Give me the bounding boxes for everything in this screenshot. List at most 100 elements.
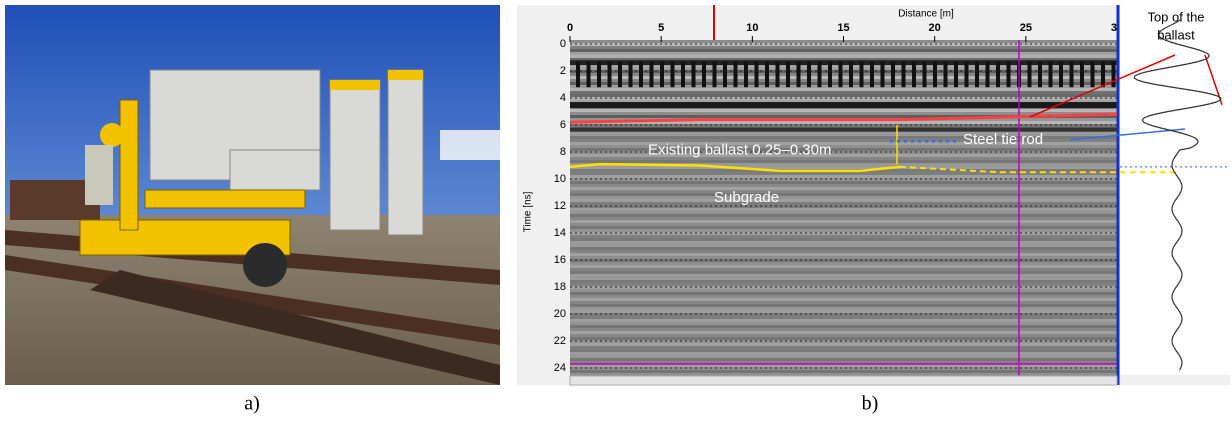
band [570,211,1117,214]
panel-label: b) [862,393,879,415]
tie [755,62,759,88]
band [570,286,1117,289]
tie [671,62,675,88]
y-tick-label: 0 [560,38,566,50]
band [570,262,1117,265]
band [570,358,1117,361]
tie [849,62,853,88]
band [570,301,1117,304]
band [570,109,1117,112]
band [570,310,1117,313]
band [570,337,1117,340]
y-tick-label: 24 [554,362,566,374]
band [570,319,1117,322]
band [570,343,1117,346]
band [570,238,1117,241]
band [570,268,1117,271]
tie [1049,62,1053,88]
tie [765,62,769,88]
annotation: Existing ballast 0.25–0.30m [648,142,831,159]
annotation: Steel tie rod [963,131,1043,148]
band [570,247,1117,250]
x-tick-label: 3 [1111,22,1117,34]
tie [996,62,1000,88]
tie [870,62,874,88]
band [570,241,1117,244]
tie [1038,62,1042,88]
band [570,316,1117,319]
band [570,46,1117,49]
band [570,214,1117,217]
band [570,289,1117,292]
y-tick-label: 18 [554,281,566,293]
x-tick-label: 15 [837,22,849,34]
band [570,355,1117,358]
band [570,295,1117,298]
band [570,244,1117,247]
tie [839,62,843,88]
band [570,124,1117,127]
y-tick-label: 2 [560,65,566,77]
band [570,97,1117,100]
figure: a) b) Distance [m] Time [ns] 02468101214… [0,0,1232,417]
tie [639,62,643,88]
band [570,160,1117,163]
tie [807,62,811,88]
band [570,202,1117,205]
band [570,250,1117,253]
tie [891,62,895,88]
layer [570,102,1117,108]
tie [902,62,906,88]
tie [713,62,717,88]
tie [944,62,948,88]
band [570,49,1117,52]
band [570,187,1117,190]
band [570,166,1117,169]
band [570,334,1117,337]
band [570,229,1117,232]
band [570,178,1117,181]
band [570,55,1117,58]
band [570,256,1117,259]
tie [576,62,580,88]
tie [912,62,916,88]
photo [5,5,500,385]
band [570,352,1117,355]
band [570,196,1117,199]
band [570,304,1117,307]
band [570,94,1117,97]
band [570,88,1117,91]
tie [629,62,633,88]
band [570,370,1117,373]
band [570,205,1117,208]
tie [1070,62,1074,88]
band [570,193,1117,196]
annotation: Top of the [1147,9,1204,24]
band [570,253,1117,256]
y-tick-label: 4 [560,92,566,104]
band [570,280,1117,283]
y-tick-label: 20 [554,308,566,320]
tie [608,62,612,88]
band [570,349,1117,352]
band [570,277,1117,280]
band [570,271,1117,274]
band [570,298,1117,301]
y-tick-label: 22 [554,335,566,347]
band [570,367,1117,370]
tie [965,62,969,88]
tie [723,62,727,88]
tie [597,62,601,88]
band [570,199,1117,202]
tie [1028,62,1032,88]
band [570,274,1117,277]
trace-panel [1120,5,1230,375]
band [570,226,1117,229]
band [570,331,1117,334]
tie [1059,62,1063,88]
tie [986,62,990,88]
band [570,223,1117,226]
band [570,307,1117,310]
band [570,340,1117,343]
band [570,220,1117,223]
